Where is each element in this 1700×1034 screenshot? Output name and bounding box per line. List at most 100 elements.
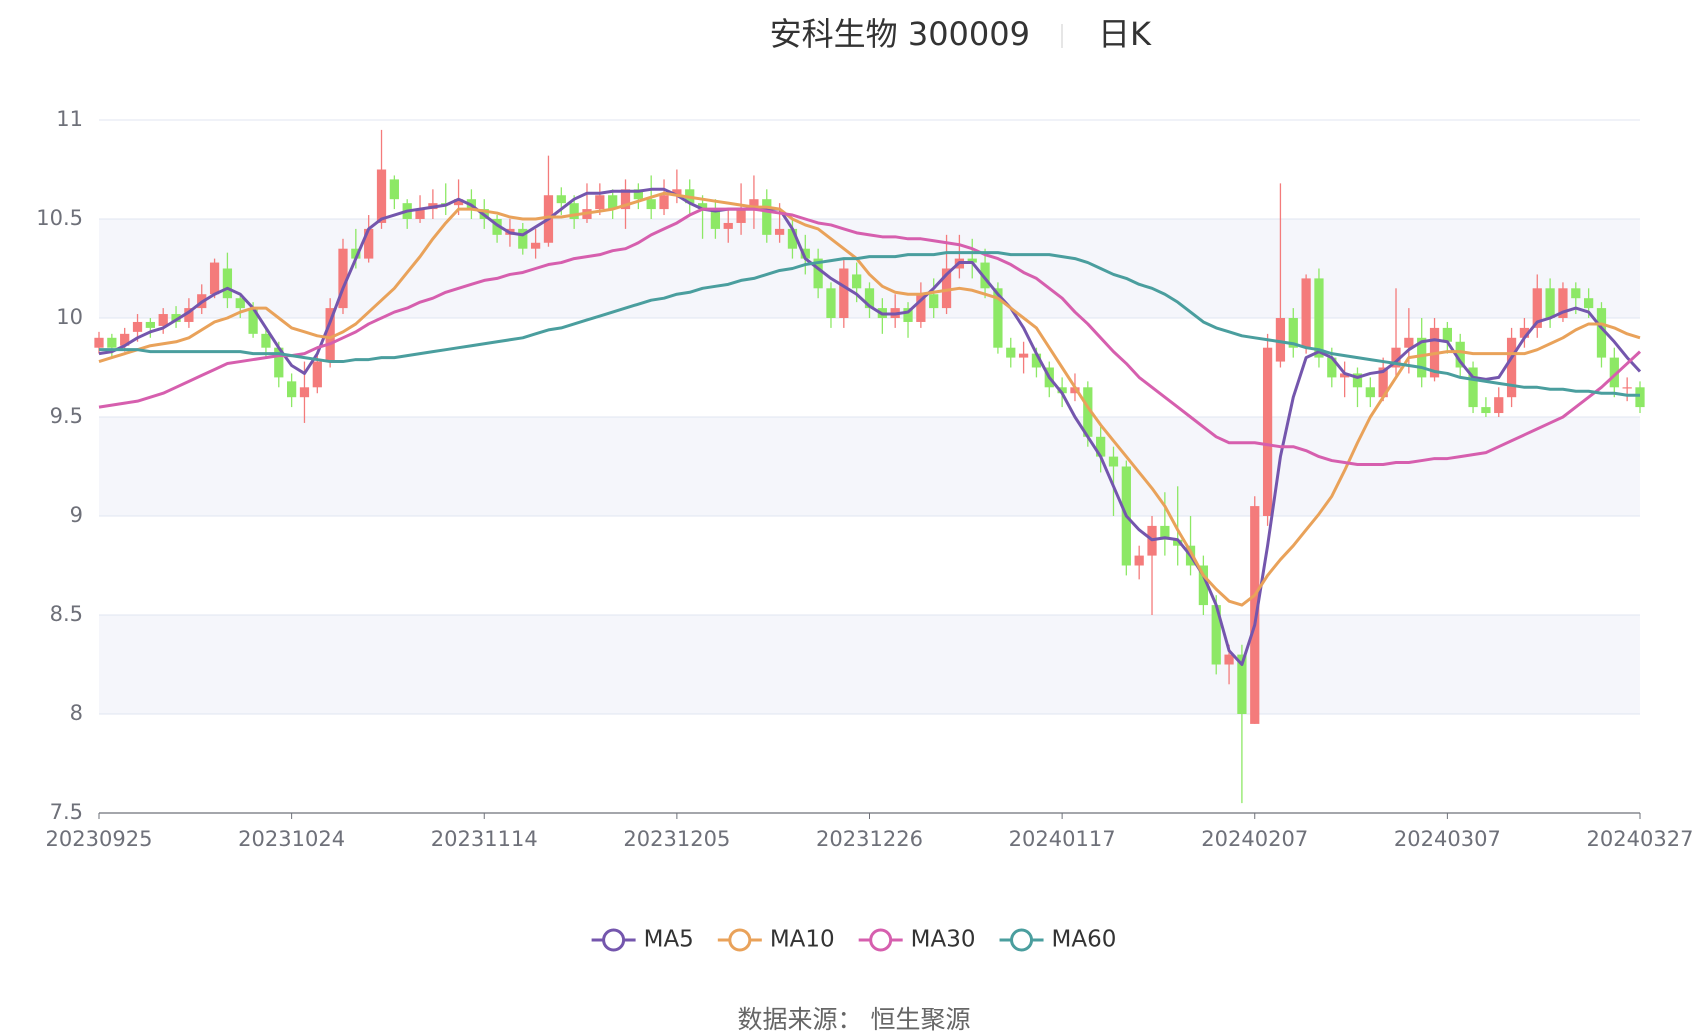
candle-body (1288, 318, 1298, 348)
candle-body (1198, 565, 1209, 606)
candle-body (1057, 387, 1067, 394)
candle-body (1545, 288, 1555, 318)
candle-body (107, 337, 117, 348)
y-tick-label: 9 (70, 503, 83, 527)
candle-body (376, 169, 387, 223)
candle-body (633, 189, 643, 200)
candle-body (929, 294, 939, 309)
candle-body (415, 209, 425, 219)
candle-body (749, 199, 759, 210)
candle-body (248, 308, 258, 334)
ma-line (99, 251, 1640, 397)
legend-item: MA60 (999, 927, 1117, 953)
candle-body (993, 288, 1003, 348)
grid-band (99, 417, 1640, 516)
candle-body (762, 199, 772, 235)
candle-body (1262, 347, 1273, 516)
legend-label: MA60 (1052, 927, 1117, 953)
ma-line (98, 187, 1642, 666)
candle-body (569, 203, 579, 219)
legend-label: MA5 (644, 927, 694, 953)
candle-body (1519, 327, 1530, 338)
candle-body (1083, 387, 1093, 437)
candle-body (1635, 387, 1645, 408)
candle-body (787, 228, 798, 249)
candle-body (1365, 387, 1375, 398)
candle-body (659, 195, 669, 210)
legend-label: MA10 (770, 927, 835, 953)
candle-body (325, 308, 335, 362)
candle-body (980, 262, 990, 289)
candle-body (261, 333, 271, 348)
candle-body (1173, 539, 1183, 546)
candle-body (453, 199, 464, 206)
candle-body (1558, 288, 1568, 318)
candle-body (1340, 373, 1350, 378)
legend-item: MA30 (858, 927, 976, 953)
candle-body (1468, 367, 1478, 408)
chart-period: 日K (1098, 15, 1152, 53)
source-note: 数据来源： 恒生聚源 (738, 1005, 971, 1034)
candle-body (299, 387, 310, 398)
candle-body (736, 209, 746, 223)
candle-body (338, 248, 348, 309)
x-tick-label: 20230925 (46, 827, 153, 851)
candle-body (1211, 605, 1221, 665)
candle-body (312, 361, 322, 388)
candle-body (672, 189, 682, 196)
candle-body (171, 314, 181, 322)
legend-item: MA10 (717, 927, 835, 953)
candle-body (1481, 407, 1491, 414)
candle-body (351, 248, 361, 259)
candle-body (1224, 654, 1234, 665)
candle-body (774, 228, 785, 235)
candle-body (209, 262, 220, 295)
candle-body (120, 333, 130, 346)
candle-body (1031, 353, 1042, 368)
candle-body (1442, 327, 1452, 342)
y-tick-label: 7.5 (50, 800, 83, 824)
x-tick-label: 20231205 (623, 827, 730, 851)
candle-body (1237, 654, 1247, 714)
candle-body (646, 199, 656, 210)
candle-body (813, 258, 823, 289)
legend: MA5 MA10 MA30 MA60 (591, 927, 1117, 953)
x-tick-label: 20240117 (1009, 827, 1116, 851)
candle-body (967, 258, 977, 263)
legend-marker (728, 928, 752, 952)
candle-body (1096, 436, 1106, 457)
candle-body (697, 203, 708, 210)
candle-body (1314, 278, 1324, 358)
x-tick-label: 20231114 (431, 827, 538, 851)
candle-body (530, 242, 541, 249)
candle-body (903, 308, 913, 322)
candle-body (800, 248, 810, 259)
y-tick-label: 8 (70, 701, 83, 725)
y-tick-label: 8.5 (50, 602, 83, 626)
candle-body (916, 294, 926, 322)
candle-body (1006, 347, 1016, 358)
candle-body (1352, 373, 1363, 388)
legend-marker (1010, 928, 1034, 952)
candle-body (608, 195, 618, 210)
candle-body (852, 274, 862, 289)
candle-body (556, 195, 566, 204)
candle-body (1404, 337, 1414, 348)
legend-marker (869, 928, 893, 952)
candle-body (222, 268, 233, 299)
candle-body (1327, 357, 1337, 378)
ma-line (98, 207, 1642, 467)
candle-body (1301, 278, 1311, 348)
y-tick-label: 10.5 (36, 206, 83, 230)
x-tick-label: 20231226 (816, 827, 923, 851)
candle-body (1584, 298, 1594, 309)
candle-body (1108, 456, 1119, 467)
candle-body (158, 314, 168, 326)
candle-body (1070, 387, 1080, 394)
candle-body (184, 308, 194, 322)
candle-body (132, 321, 143, 332)
candle-body (1417, 337, 1427, 378)
ma-line (98, 191, 1641, 607)
candle-body (94, 337, 104, 348)
x-tick-label: 20240327 (1587, 827, 1694, 851)
